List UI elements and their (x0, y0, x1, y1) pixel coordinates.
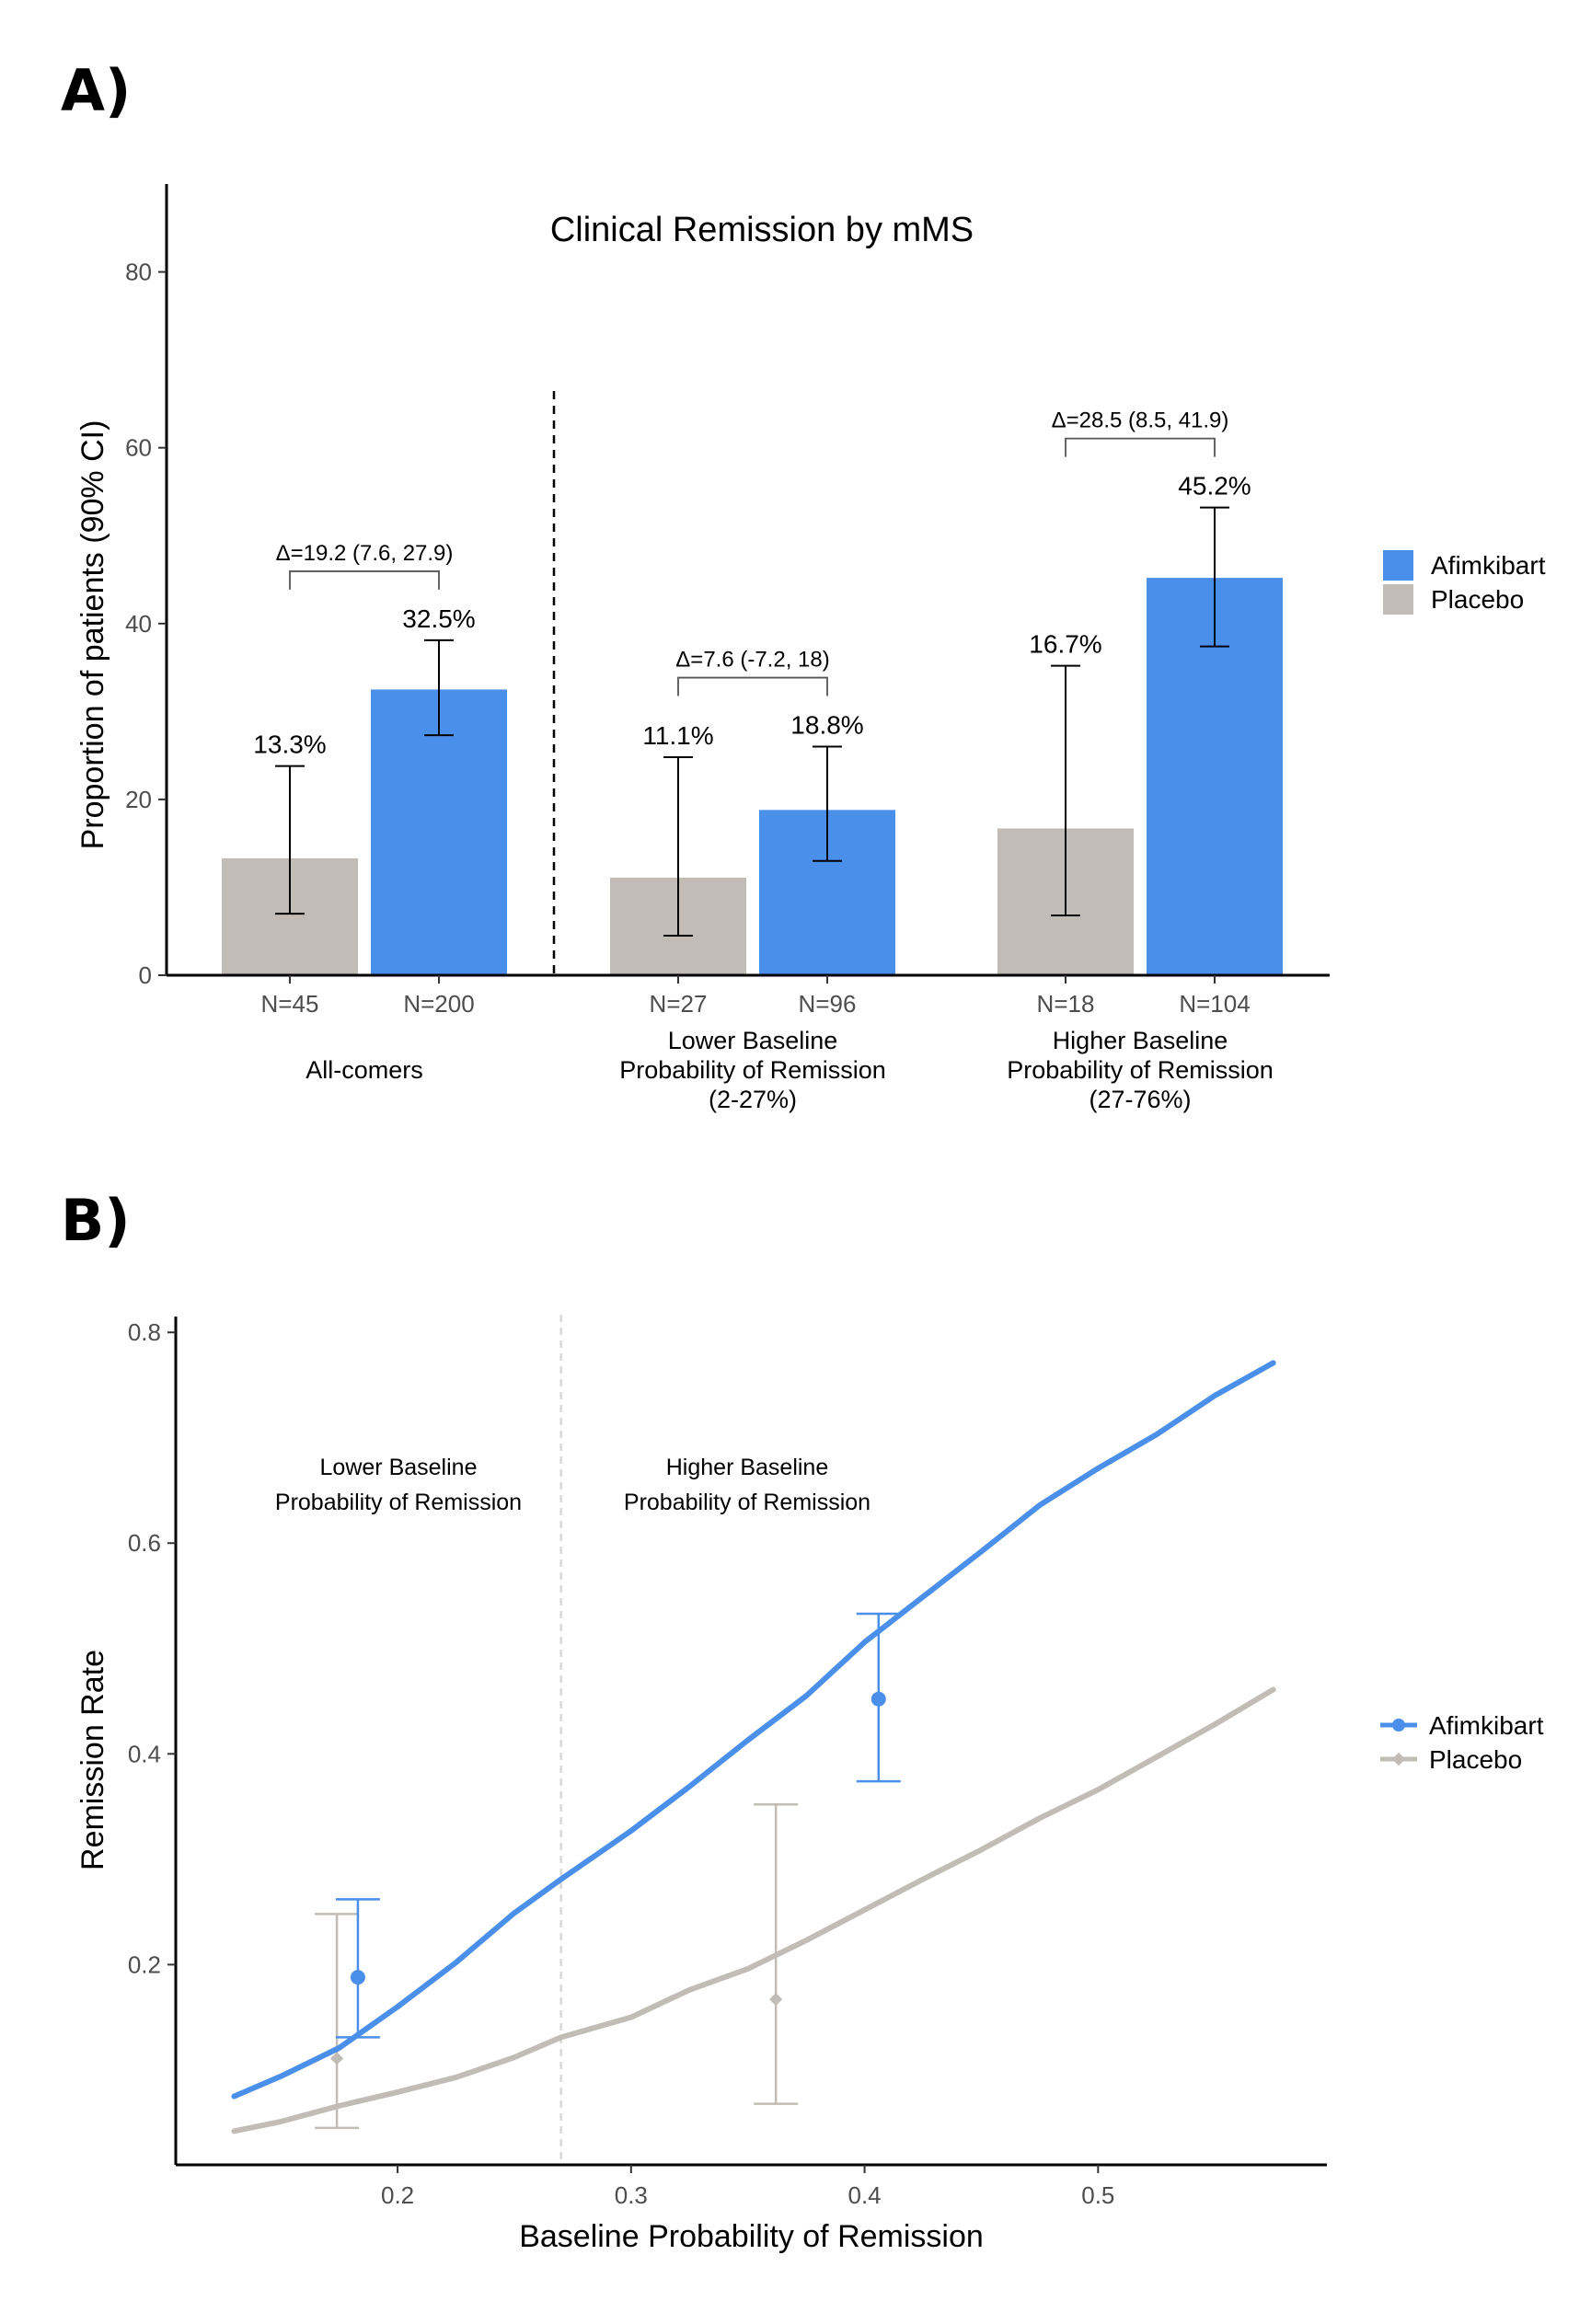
region-label: Higher Baseline Probability of Remission (624, 1455, 870, 1515)
line-chart-remission-rate: 0.2 0.4 0.6 0.8 0.2 0.3 0.4 0.5 Baseline Probabi… (75, 1315, 1544, 2254)
delta-label: Δ=28.5 (8.5, 41.9) (1052, 408, 1229, 433)
y-tick-label: 0.8 (128, 1318, 161, 1346)
bar-value-label: 45.2% (1178, 472, 1251, 500)
legend-swatch-placebo (1383, 584, 1413, 615)
chart-title: Clinical Remission by mMS (550, 211, 974, 249)
bar-value-label: 16.7% (1029, 630, 1101, 659)
group-label-line: Probability of Remission (619, 1056, 886, 1084)
delta-bracket (1065, 437, 1216, 457)
point-placebo (769, 1993, 783, 2007)
bar-value-label: 11.1% (642, 721, 713, 750)
region-label-line: Lower Baseline (320, 1455, 478, 1480)
y-tick-label: 0.2 (128, 1950, 161, 1978)
region-label-line: Probability of Remission (275, 1490, 522, 1515)
bar-value-label: 32.5% (402, 604, 475, 633)
delta-label: Δ=19.2 (7.6, 27.9) (276, 541, 454, 566)
region-label: Lower Baseline Probability of Remission (275, 1455, 522, 1515)
group-label-line: Probability of Remission (1007, 1056, 1274, 1084)
group-label-line: (27-76%) (1089, 1086, 1191, 1113)
group-label: Lower Baseline Probability of Remission (2… (619, 1027, 886, 1113)
x-tick-label: 0.2 (381, 2181, 414, 2209)
y-tick-label: 20 (125, 786, 152, 813)
bar-value-label: 18.8% (790, 711, 863, 740)
delta-bracket (677, 676, 828, 696)
y-tick-label: 40 (125, 610, 152, 638)
y-axis-title: Proportion of patients (90% CI) (75, 420, 110, 850)
legend-label-afimkibart: Afimkibart (1431, 551, 1546, 580)
panel-b-label: B) (61, 1187, 131, 1254)
x-tick-label: 0.3 (615, 2181, 648, 2209)
group-label: Higher Baseline Probability of Remission(… (1007, 1027, 1274, 1113)
legend-swatch-afimkibart (1383, 550, 1413, 581)
group-label-line: Lower Baseline (668, 1027, 838, 1054)
y-tick-label: 0 (139, 961, 152, 989)
bar-n-label: N=45 (261, 990, 319, 1018)
x-tick-label: 0.5 (1081, 2181, 1114, 2209)
legend-marker-placebo (1391, 1752, 1406, 1766)
curve-afimkibart (231, 1360, 1276, 2100)
curve-placebo (231, 1686, 1276, 2134)
group-label: All-comers (306, 1056, 423, 1084)
bar-afimkibart (371, 689, 507, 974)
y-tick-label: 60 (125, 434, 152, 462)
group-label-line: All-comers (306, 1056, 423, 1084)
point-afimkibart (870, 1691, 886, 1707)
y-tick-label: 80 (125, 259, 152, 286)
group-label-line: Higher Baseline (1053, 1027, 1228, 1054)
x-tick-label: 0.4 (847, 2181, 881, 2209)
region-label-line: Probability of Remission (624, 1490, 870, 1515)
bar-chart-clinical-remission: 0 20 40 60 80 Clinical Remission by mMS Propor… (75, 184, 1546, 1113)
bar-n-label: N=200 (403, 990, 474, 1018)
bar-n-label: N=96 (799, 990, 857, 1018)
y-axis-title: Remission Rate (75, 1650, 110, 1870)
legend-label-afimkibart: Afimkibart (1429, 1711, 1544, 1740)
region-label-line: Higher Baseline (666, 1455, 829, 1480)
bar-n-label: N=104 (1179, 990, 1250, 1018)
point-afimkibart (350, 1970, 365, 1985)
legend-marker-afimkibart (1392, 1719, 1405, 1731)
legend-label-placebo: Placebo (1431, 585, 1524, 614)
bar-n-label: N=27 (650, 990, 708, 1018)
delta-bracket (289, 570, 440, 590)
y-tick-label: 0.6 (128, 1529, 161, 1557)
bar-value-label: 13.3% (253, 731, 326, 759)
group-label-line: (2-27%) (709, 1086, 797, 1113)
y-tick-label: 0.4 (128, 1740, 161, 1767)
panel-a-label: A) (61, 57, 132, 124)
legend-label-placebo: Placebo (1429, 1745, 1522, 1774)
delta-label: Δ=7.6 (-7.2, 18) (675, 648, 829, 673)
x-axis-title: Baseline Probability of Remission (519, 2219, 984, 2254)
bar-n-label: N=18 (1037, 990, 1095, 1018)
